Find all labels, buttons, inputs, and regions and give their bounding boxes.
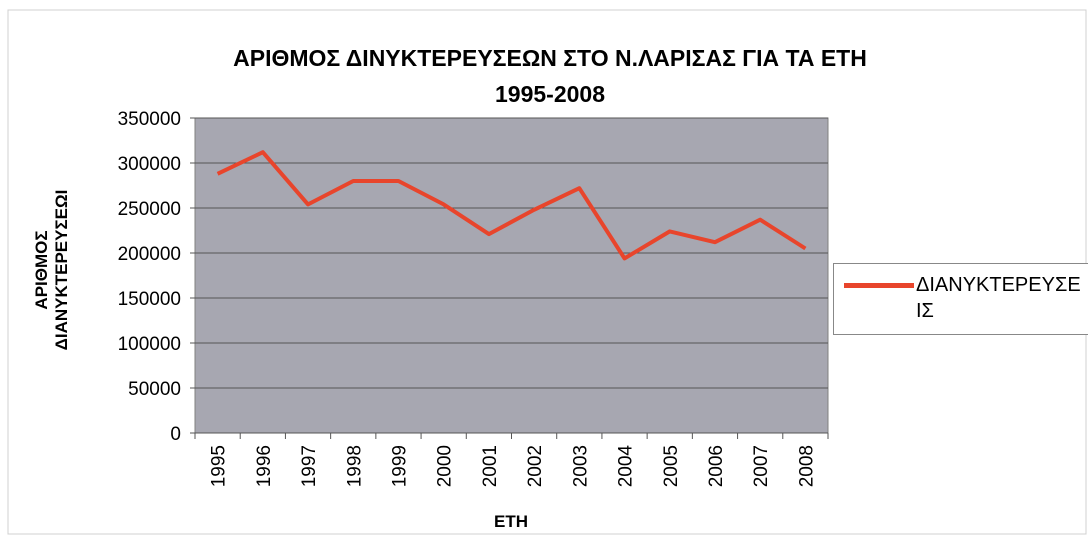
y-tick-label: 250000 [118, 199, 181, 220]
plot-area [194, 117, 829, 434]
data-line [216, 150, 807, 261]
y-tick-label: 300000 [118, 154, 181, 175]
y-tick-label: 150000 [118, 289, 181, 310]
y-tick-label: 100000 [118, 334, 181, 355]
y-tick-label: 50000 [128, 379, 181, 400]
x-axis-label: ΕΤΗ [494, 512, 528, 531]
x-tick-label: 1996 [254, 445, 275, 487]
legend-label: ΔΙΑΝΥΚΤΕΡΕΥΣΕΙΣ [916, 274, 1081, 322]
x-tick-label: 2000 [435, 445, 456, 487]
x-tick-label: 1998 [344, 445, 365, 487]
x-tick-label: 1995 [209, 445, 230, 487]
x-tick-label: 2006 [706, 445, 727, 487]
x-tick-label: 2001 [480, 445, 501, 487]
x-tick-label: 2003 [570, 445, 591, 487]
x-tick-label: 1999 [389, 445, 410, 487]
legend-swatch [844, 283, 914, 288]
x-tick-label: 2007 [751, 445, 772, 487]
y-tick-label: 350000 [118, 109, 181, 130]
x-tick-label: 2002 [525, 445, 546, 487]
chart-title: ΑΡΙΘΜΟΣ ΔΙΝΥΚΤΕΡΕΥΣΕΩΝ ΣΤΟ Ν.ΛΑΡΙΣΑΣ ΓΙΑ… [233, 45, 867, 107]
x-tick-label: 2005 [661, 445, 682, 487]
legend: ΔΙΑΝΥΚΤΕΡΕΥΣΕΙΣ [833, 263, 1088, 335]
y-tick-label: 200000 [118, 244, 181, 265]
y-tick-label: 0 [170, 424, 181, 445]
x-tick-label: 2004 [616, 445, 637, 488]
y-axis-label: ΑΡΙΘΜΟΣ ΔΙΑΝΥΚΤΕΡΕΥΣΕΩΙ [32, 189, 71, 351]
x-tick-label: 1997 [299, 445, 320, 487]
x-tick-label: 2008 [796, 445, 817, 487]
